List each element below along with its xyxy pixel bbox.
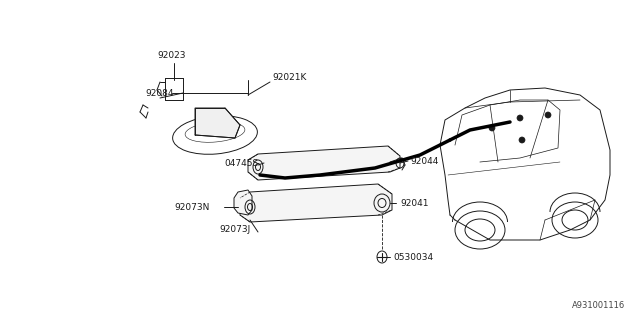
Text: 92084: 92084 [145,89,173,98]
Polygon shape [248,146,400,180]
Ellipse shape [489,125,495,131]
Text: 92073N: 92073N [174,203,209,212]
Ellipse shape [519,137,525,143]
Text: 92073J: 92073J [219,226,250,235]
Text: 92041: 92041 [400,198,429,207]
Text: 04745S: 04745S [224,158,259,167]
Polygon shape [195,108,240,138]
Text: A931001116: A931001116 [572,301,625,310]
Text: 0530034: 0530034 [393,252,433,261]
Text: 92044: 92044 [410,156,438,165]
Ellipse shape [545,112,551,118]
Text: 92021K: 92021K [272,74,307,83]
Text: 92023: 92023 [157,51,186,60]
Ellipse shape [517,115,523,121]
Polygon shape [240,184,392,222]
Polygon shape [234,190,252,215]
